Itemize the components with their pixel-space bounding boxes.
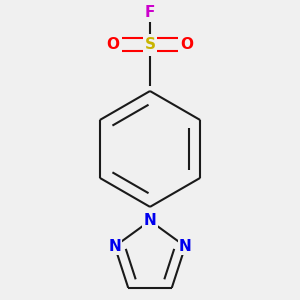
Text: N: N xyxy=(108,239,121,254)
Text: N: N xyxy=(179,239,192,254)
Text: N: N xyxy=(144,213,156,228)
Text: O: O xyxy=(106,37,119,52)
Text: S: S xyxy=(145,37,155,52)
Text: F: F xyxy=(145,5,155,20)
Text: O: O xyxy=(181,37,194,52)
